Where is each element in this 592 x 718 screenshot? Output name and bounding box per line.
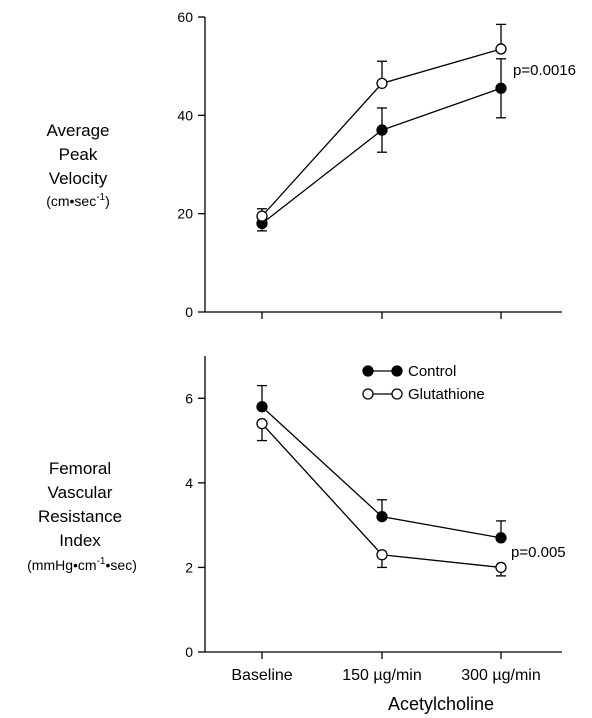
top-glutathione-point-0 — [256, 210, 268, 222]
bottom-y-tick-label-2: 4 — [185, 475, 193, 491]
bottom-glutathione-point-0 — [256, 418, 268, 430]
bottom-control-point-2 — [495, 532, 507, 544]
bottom-ylabel-line-3: Resistance — [38, 507, 122, 526]
legend-label-1: Glutathione — [408, 386, 485, 403]
legend-label-0: Control — [408, 363, 456, 380]
top-ylabel-line-1: Average — [46, 121, 109, 140]
top-y-tick-label-1: 20 — [177, 206, 193, 222]
bottom-glutathione-point-1 — [376, 549, 388, 561]
top-y-tick-label-0: 0 — [185, 304, 193, 320]
bottom-glutathione-point-2 — [495, 561, 507, 574]
bottom-y-tick-label-1: 2 — [185, 559, 193, 575]
bottom-y-tick-label-3: 6 — [185, 390, 193, 406]
top-ylabel-line-2: Peak — [59, 145, 98, 164]
bottom-ylabel-line-2: Vascular — [48, 483, 113, 502]
top-p-value: p=0.0016 — [513, 62, 576, 79]
bottom-ylabel-line-1: Femoral — [49, 459, 111, 478]
top-glutathione-point-2 — [495, 43, 507, 55]
top-y-tick-label-2: 40 — [177, 107, 193, 123]
bottom-control-point-1 — [376, 511, 388, 523]
bottom-ylabel-unit: (mmHg•cm-1•sec) — [27, 556, 137, 573]
legend-marker-right-0 — [391, 365, 403, 377]
top-panel: Average Peak Velocity (cm•sec-1) 0 20 40 60… — [46, 9, 576, 320]
top-control-point-1 — [376, 124, 388, 136]
bottom-panel: Femoral Vascular Resistance Index (mmHg•… — [27, 356, 566, 714]
bottom-control-point-0 — [256, 401, 268, 413]
top-control-point-2 — [495, 82, 507, 94]
top-ylabel-unit: (cm•sec-1) — [46, 192, 110, 209]
top-plot-area: 0 20 40 60 p=0.0016 — [177, 9, 576, 320]
top-glutathione-point-1 — [376, 77, 388, 90]
bottom-ylabel-line-4: Index — [59, 531, 101, 550]
top-ylabel-line-3: Velocity — [49, 169, 108, 188]
legend-marker-left-0 — [362, 365, 374, 377]
legend-marker-left-1 — [362, 388, 374, 400]
bottom-x-tick-label-2: 300 µg/min — [461, 667, 540, 684]
bottom-x-tick-label-0: Baseline — [231, 667, 292, 684]
legend-marker-right-1 — [391, 388, 403, 400]
bottom-p-value: p=0.005 — [511, 544, 566, 561]
bottom-x-tick-label-1: 150 µg/min — [342, 667, 421, 684]
bottom-plot-area: 0 2 4 6 Baseline 150 µg/min 300 µg/min p=0.005 C… — [185, 356, 566, 684]
x-axis-title: Acetylcholine — [388, 694, 494, 714]
bottom-glutathione-line — [261, 423, 502, 569]
top-y-tick-label-3: 60 — [177, 9, 193, 25]
bottom-y-tick-label-0: 0 — [185, 644, 193, 660]
